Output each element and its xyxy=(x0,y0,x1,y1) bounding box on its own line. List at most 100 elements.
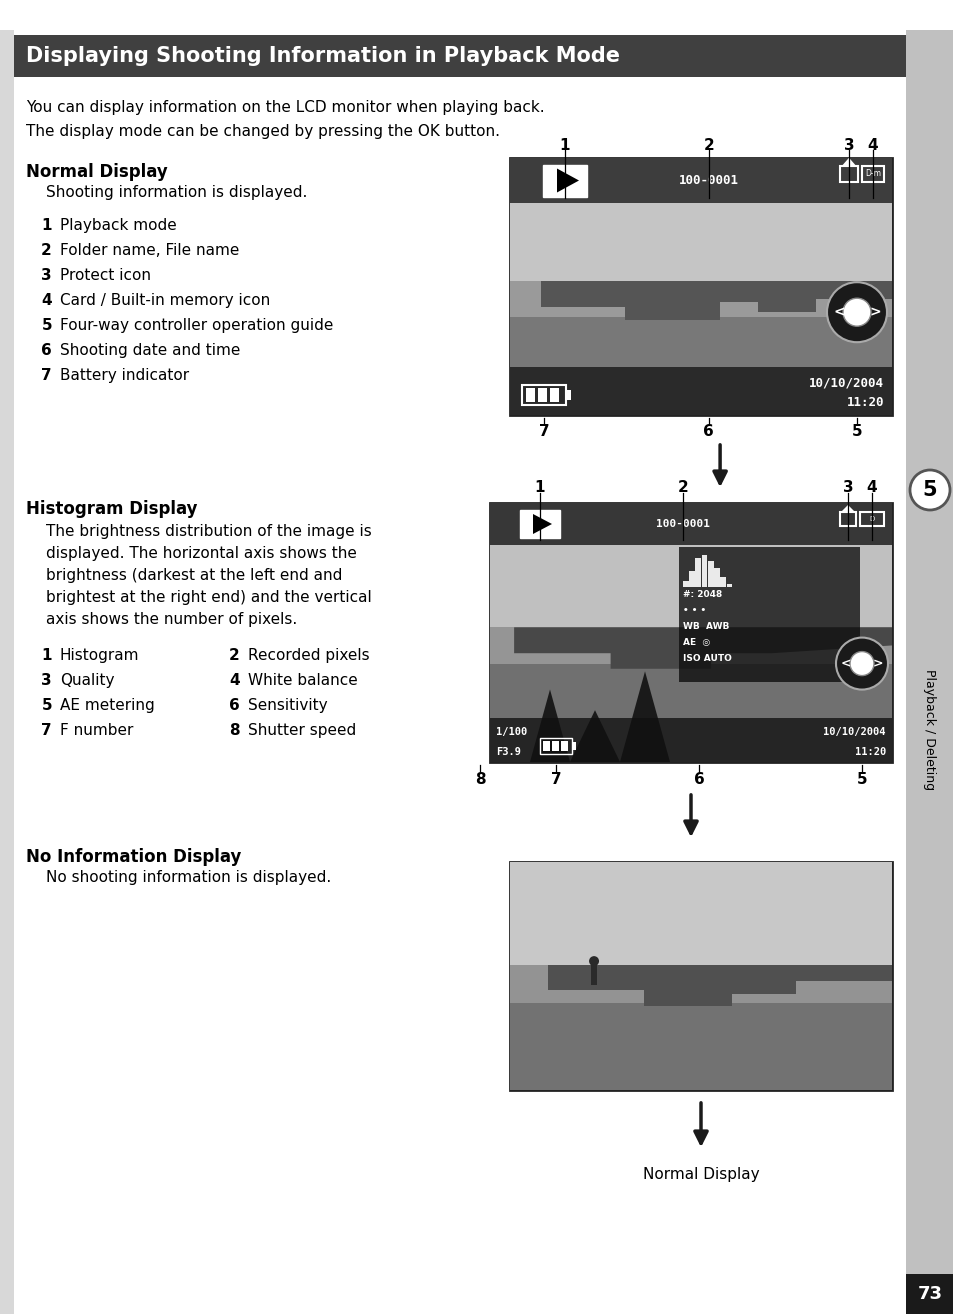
Bar xyxy=(537,388,546,402)
Text: 3: 3 xyxy=(842,138,854,152)
Text: White balance: White balance xyxy=(248,673,357,689)
Polygon shape xyxy=(530,690,569,762)
Text: 10/10/2004: 10/10/2004 xyxy=(822,727,885,737)
Text: Normal Display: Normal Display xyxy=(26,163,168,181)
Bar xyxy=(572,742,576,750)
Polygon shape xyxy=(510,281,891,319)
Bar xyxy=(682,581,688,587)
Text: 1/100: 1/100 xyxy=(496,727,527,737)
Bar xyxy=(905,1275,953,1314)
Bar xyxy=(840,512,855,526)
Bar xyxy=(510,307,891,415)
Text: D: D xyxy=(868,516,874,522)
Bar xyxy=(688,572,694,587)
Circle shape xyxy=(588,957,598,966)
Circle shape xyxy=(849,652,873,675)
Bar xyxy=(0,0,953,30)
Bar xyxy=(510,964,891,1004)
Text: Folder name, File name: Folder name, File name xyxy=(60,243,239,258)
Text: 3: 3 xyxy=(41,673,52,689)
Text: No shooting information is displayed.: No shooting information is displayed. xyxy=(46,870,331,886)
Polygon shape xyxy=(510,964,891,1005)
Polygon shape xyxy=(619,671,669,762)
Bar xyxy=(550,388,558,402)
Text: axis shows the number of pixels.: axis shows the number of pixels. xyxy=(46,612,297,627)
Text: brightest at the right end) and the vertical: brightest at the right end) and the vert… xyxy=(46,590,372,604)
Text: 6: 6 xyxy=(702,424,713,439)
Bar xyxy=(521,385,565,405)
Bar xyxy=(490,664,891,762)
Bar xyxy=(525,388,535,402)
Text: Card / Built-in memory icon: Card / Built-in memory icon xyxy=(60,293,270,307)
Text: ISO AUTO: ISO AUTO xyxy=(682,654,731,664)
Text: 4: 4 xyxy=(41,293,52,307)
Text: 3: 3 xyxy=(41,268,52,283)
Text: 7: 7 xyxy=(538,424,549,439)
Text: 7: 7 xyxy=(41,368,52,382)
Text: >: > xyxy=(872,657,882,670)
Bar xyxy=(701,555,707,587)
Text: You can display information on the LCD monitor when playing back.: You can display information on the LCD m… xyxy=(26,100,544,116)
Circle shape xyxy=(826,283,886,342)
Bar xyxy=(542,164,586,197)
Bar xyxy=(510,158,891,202)
Text: F number: F number xyxy=(60,723,133,738)
Text: 1: 1 xyxy=(42,218,52,233)
Polygon shape xyxy=(557,168,578,192)
Bar xyxy=(490,503,891,627)
Text: 10/10/2004: 10/10/2004 xyxy=(808,377,883,389)
Bar xyxy=(510,281,891,318)
Text: 6: 6 xyxy=(229,698,240,714)
Text: 1: 1 xyxy=(42,648,52,664)
Bar xyxy=(542,741,550,752)
Text: 5: 5 xyxy=(41,698,52,714)
Text: Four-way controller operation guide: Four-way controller operation guide xyxy=(60,318,333,332)
Text: D-m: D-m xyxy=(864,170,880,179)
Bar xyxy=(510,158,891,415)
Text: 7: 7 xyxy=(41,723,52,738)
Text: 8: 8 xyxy=(229,723,240,738)
Bar xyxy=(714,568,720,587)
Bar xyxy=(490,627,891,664)
Text: brightness (darkest at the left end and: brightness (darkest at the left end and xyxy=(46,568,342,583)
Bar xyxy=(695,558,700,587)
Text: 100-0001: 100-0001 xyxy=(678,173,738,187)
Polygon shape xyxy=(841,505,854,512)
Text: 11:20: 11:20 xyxy=(845,397,883,410)
Bar xyxy=(510,367,891,415)
Text: Displaying Shooting Information in Playback Mode: Displaying Shooting Information in Playb… xyxy=(26,46,619,66)
Text: The brightness distribution of the image is: The brightness distribution of the image… xyxy=(46,524,372,539)
Text: 4: 4 xyxy=(229,673,240,689)
Bar xyxy=(552,741,558,752)
Circle shape xyxy=(909,470,949,510)
Text: Playback / Deleting: Playback / Deleting xyxy=(923,669,936,791)
Bar xyxy=(0,0,14,1314)
Bar xyxy=(905,0,953,1314)
Bar xyxy=(591,964,597,986)
Text: 2: 2 xyxy=(229,648,240,664)
Bar xyxy=(707,561,713,587)
Text: • • •: • • • xyxy=(682,606,705,615)
Text: 100-0001: 100-0001 xyxy=(656,519,709,530)
Bar xyxy=(490,503,891,762)
Text: 5: 5 xyxy=(922,480,937,501)
Text: WB  AWB: WB AWB xyxy=(682,622,728,631)
Text: 5: 5 xyxy=(856,773,866,787)
Text: Recorded pixels: Recorded pixels xyxy=(248,648,369,664)
Text: 2: 2 xyxy=(41,243,52,258)
Text: Quality: Quality xyxy=(60,673,114,689)
Text: displayed. The horizontal axis shows the: displayed. The horizontal axis shows the xyxy=(46,547,356,561)
Polygon shape xyxy=(490,627,891,669)
Text: 5: 5 xyxy=(41,318,52,332)
Bar xyxy=(726,583,732,587)
Text: AE  ◎: AE ◎ xyxy=(682,639,709,646)
Circle shape xyxy=(842,298,870,326)
Text: No Information Display: No Information Display xyxy=(26,848,241,866)
Text: 73: 73 xyxy=(917,1285,942,1303)
Bar xyxy=(490,717,891,762)
Text: 6: 6 xyxy=(693,773,703,787)
Text: <: < xyxy=(832,305,844,319)
Bar xyxy=(679,547,859,682)
Text: AE metering: AE metering xyxy=(60,698,154,714)
Bar xyxy=(539,738,572,754)
